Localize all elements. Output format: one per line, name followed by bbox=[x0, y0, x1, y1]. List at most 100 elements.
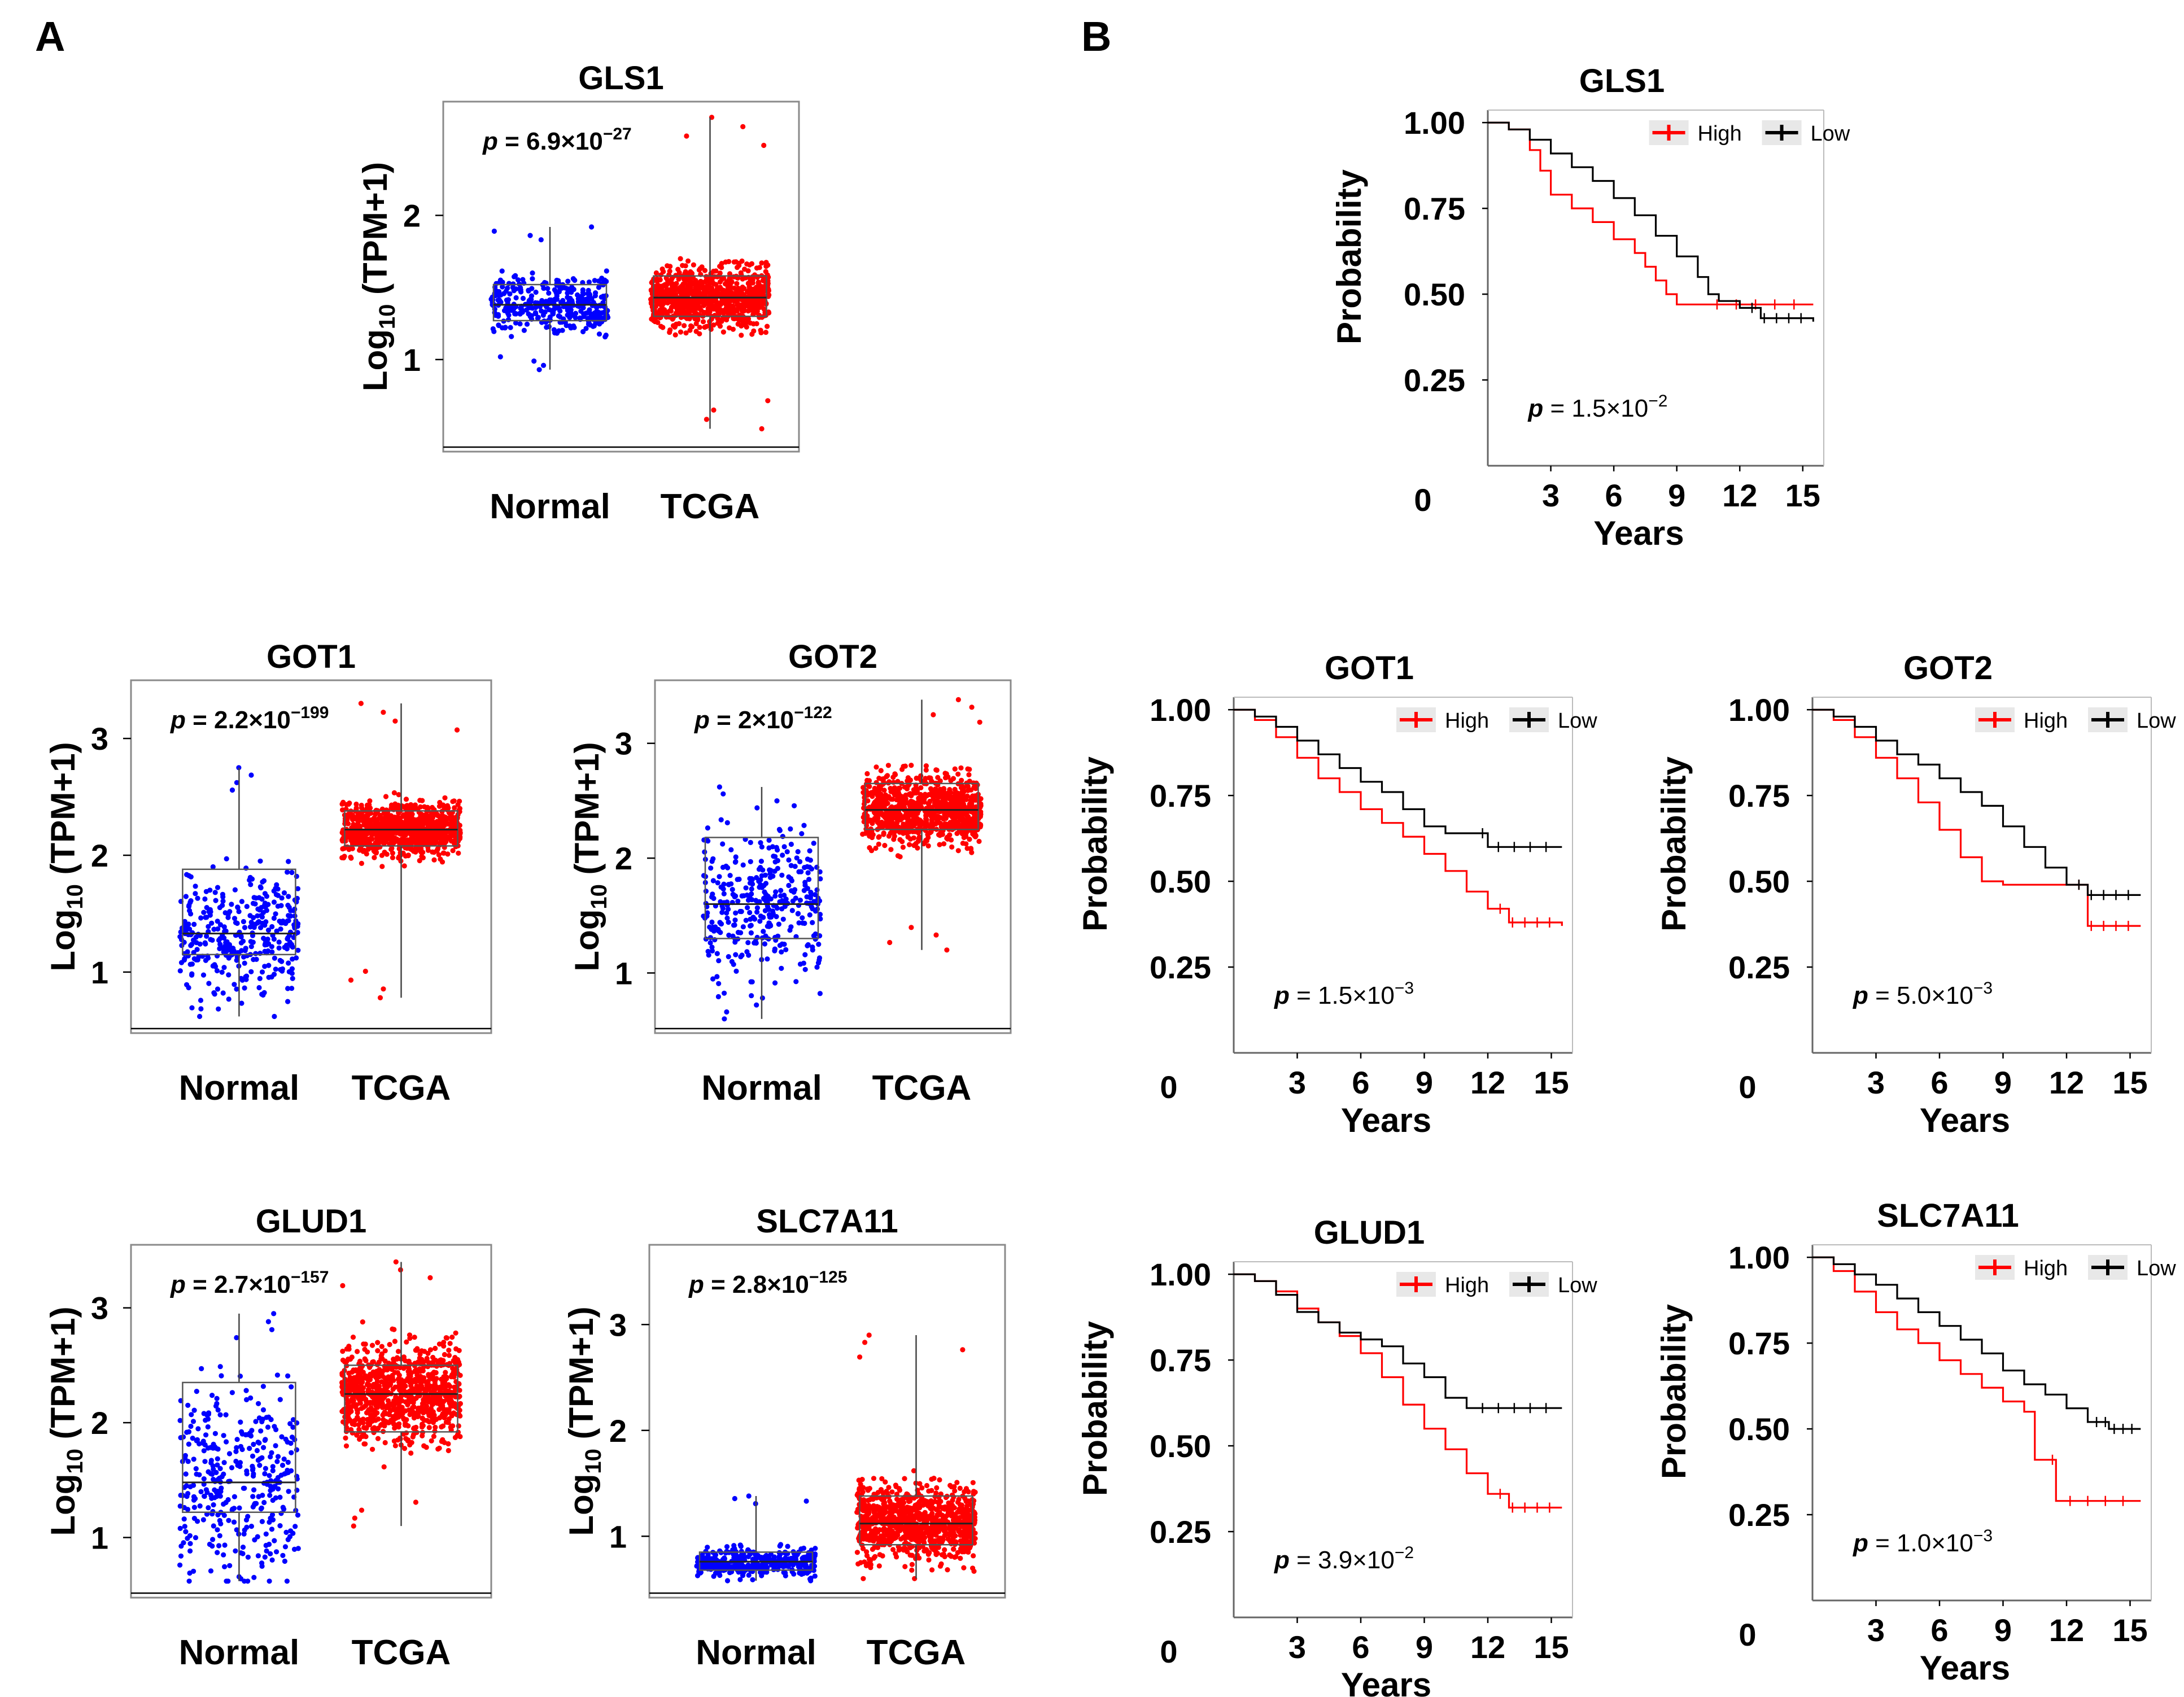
data-point bbox=[274, 928, 279, 934]
data-point bbox=[758, 865, 763, 871]
data-point bbox=[436, 852, 442, 858]
data-point bbox=[255, 913, 260, 919]
data-point bbox=[586, 279, 592, 285]
data-point bbox=[350, 1335, 356, 1340]
data-point bbox=[772, 980, 778, 986]
data-point bbox=[273, 1443, 278, 1449]
data-point bbox=[672, 332, 678, 338]
data-point bbox=[580, 329, 586, 335]
data-point bbox=[263, 1531, 269, 1537]
data-point bbox=[505, 297, 512, 303]
data-point bbox=[923, 767, 929, 773]
data-point bbox=[222, 1542, 228, 1548]
iqr-box bbox=[492, 283, 608, 322]
data-point bbox=[763, 269, 768, 274]
data-point bbox=[292, 913, 298, 919]
data-point bbox=[701, 303, 706, 309]
data-point bbox=[738, 303, 744, 309]
data-point bbox=[721, 881, 727, 887]
data-point bbox=[754, 905, 760, 911]
data-point bbox=[587, 307, 592, 313]
data-point bbox=[816, 955, 823, 961]
data-point bbox=[423, 829, 429, 835]
data-point bbox=[233, 1449, 239, 1454]
data-point bbox=[665, 300, 671, 306]
data-point bbox=[880, 821, 886, 826]
data-point bbox=[452, 1369, 457, 1375]
data-point bbox=[387, 1342, 392, 1348]
data-point bbox=[229, 787, 235, 793]
data-point bbox=[254, 956, 259, 962]
data-point bbox=[873, 764, 879, 770]
data-point bbox=[726, 920, 731, 925]
data-point bbox=[213, 964, 219, 969]
data-point bbox=[928, 786, 934, 791]
data-point bbox=[977, 719, 982, 725]
data-point bbox=[248, 882, 254, 887]
data-point bbox=[716, 958, 722, 964]
data-point bbox=[531, 358, 537, 364]
data-point bbox=[189, 971, 195, 977]
y-tick-label: 2 bbox=[615, 841, 632, 876]
data-point bbox=[757, 899, 762, 904]
data-point bbox=[948, 790, 954, 795]
data-point bbox=[799, 831, 805, 837]
data-point bbox=[239, 899, 244, 904]
data-point bbox=[340, 1283, 346, 1288]
data-point bbox=[357, 1436, 362, 1442]
data-point bbox=[241, 1485, 246, 1491]
data-point bbox=[259, 969, 265, 975]
data-point bbox=[740, 317, 746, 322]
data-point bbox=[749, 876, 754, 882]
data-point bbox=[225, 911, 231, 917]
data-point bbox=[263, 1437, 268, 1442]
data-point bbox=[206, 924, 211, 929]
data-point bbox=[434, 810, 439, 816]
data-point bbox=[383, 794, 389, 799]
data-point bbox=[951, 819, 956, 824]
data-point bbox=[809, 866, 815, 872]
data-point bbox=[422, 804, 427, 810]
data-point bbox=[359, 860, 365, 866]
data-point bbox=[909, 812, 915, 818]
data-point bbox=[914, 790, 919, 796]
data-point bbox=[248, 1524, 254, 1529]
data-point bbox=[442, 1352, 448, 1358]
data-point bbox=[403, 797, 409, 802]
data-point bbox=[379, 1344, 385, 1349]
data-point bbox=[746, 287, 752, 293]
y-tick-label: 2 bbox=[91, 838, 108, 873]
data-point bbox=[718, 921, 724, 927]
data-point bbox=[813, 931, 818, 937]
data-point bbox=[347, 801, 352, 806]
data-point bbox=[765, 323, 770, 329]
data-point bbox=[439, 812, 445, 819]
data-point bbox=[801, 960, 806, 966]
data-point bbox=[210, 864, 216, 870]
data-point bbox=[286, 859, 291, 864]
data-point bbox=[805, 870, 811, 876]
data-point bbox=[968, 824, 973, 829]
data-point bbox=[455, 1432, 460, 1438]
data-point bbox=[266, 974, 272, 980]
data-point bbox=[955, 697, 961, 702]
data-point bbox=[269, 924, 275, 930]
data-point bbox=[964, 846, 970, 851]
data-point bbox=[748, 839, 753, 845]
data-point bbox=[732, 917, 738, 923]
data-point bbox=[279, 1462, 286, 1468]
data-point bbox=[348, 1404, 354, 1410]
data-point bbox=[940, 832, 945, 837]
y-tick-label: 1 bbox=[403, 342, 421, 378]
data-point bbox=[788, 841, 794, 847]
iqr-box bbox=[704, 837, 819, 939]
data-point bbox=[757, 265, 762, 270]
y-tick-label: 1 bbox=[91, 955, 108, 990]
data-point bbox=[394, 1415, 400, 1420]
data-point bbox=[556, 328, 562, 334]
data-point bbox=[780, 852, 785, 858]
data-point bbox=[277, 957, 283, 963]
data-point bbox=[740, 308, 745, 314]
